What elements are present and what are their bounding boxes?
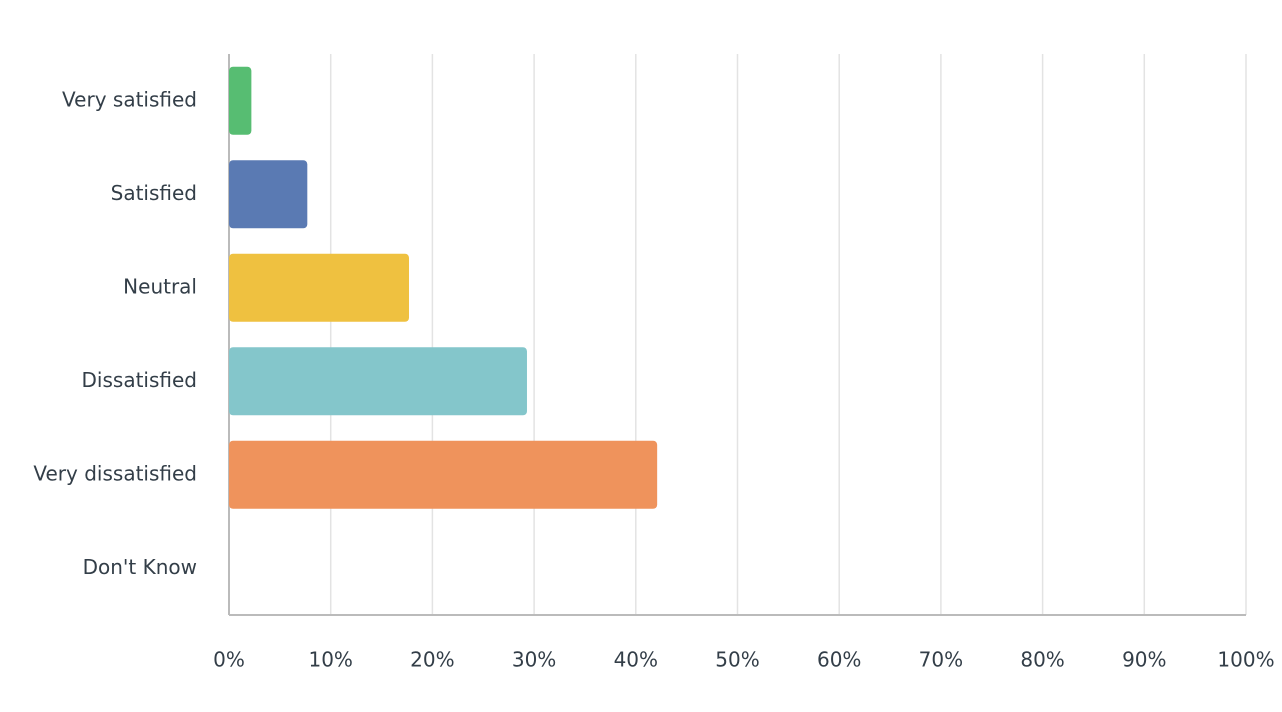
bar xyxy=(229,440,658,509)
y-tick-label: Satisfied xyxy=(111,181,197,205)
x-tick-label: 20% xyxy=(410,648,454,672)
bar xyxy=(229,253,410,322)
x-tick-label: 60% xyxy=(817,648,861,672)
x-tick-label: 70% xyxy=(919,648,963,672)
bar xyxy=(229,347,527,416)
bar xyxy=(229,160,308,229)
x-tick-label: 30% xyxy=(512,648,556,672)
x-tick-label: 100% xyxy=(1217,648,1274,672)
x-tick-label: 50% xyxy=(715,648,759,672)
x-tick-label: 40% xyxy=(614,648,658,672)
y-tick-label: Very satisfied xyxy=(62,87,197,111)
x-tick-label: 0% xyxy=(213,648,245,672)
x-tick-label: 10% xyxy=(308,648,352,672)
bar xyxy=(229,66,252,135)
y-tick-label: Dissatisfied xyxy=(82,368,197,392)
x-tick-label: 90% xyxy=(1122,648,1166,672)
y-tick-label: Very dissatisfied xyxy=(33,461,197,485)
x-tick-label: 80% xyxy=(1020,648,1064,672)
y-tick-label: Neutral xyxy=(123,274,197,298)
y-tick-label: Don't Know xyxy=(83,555,197,579)
